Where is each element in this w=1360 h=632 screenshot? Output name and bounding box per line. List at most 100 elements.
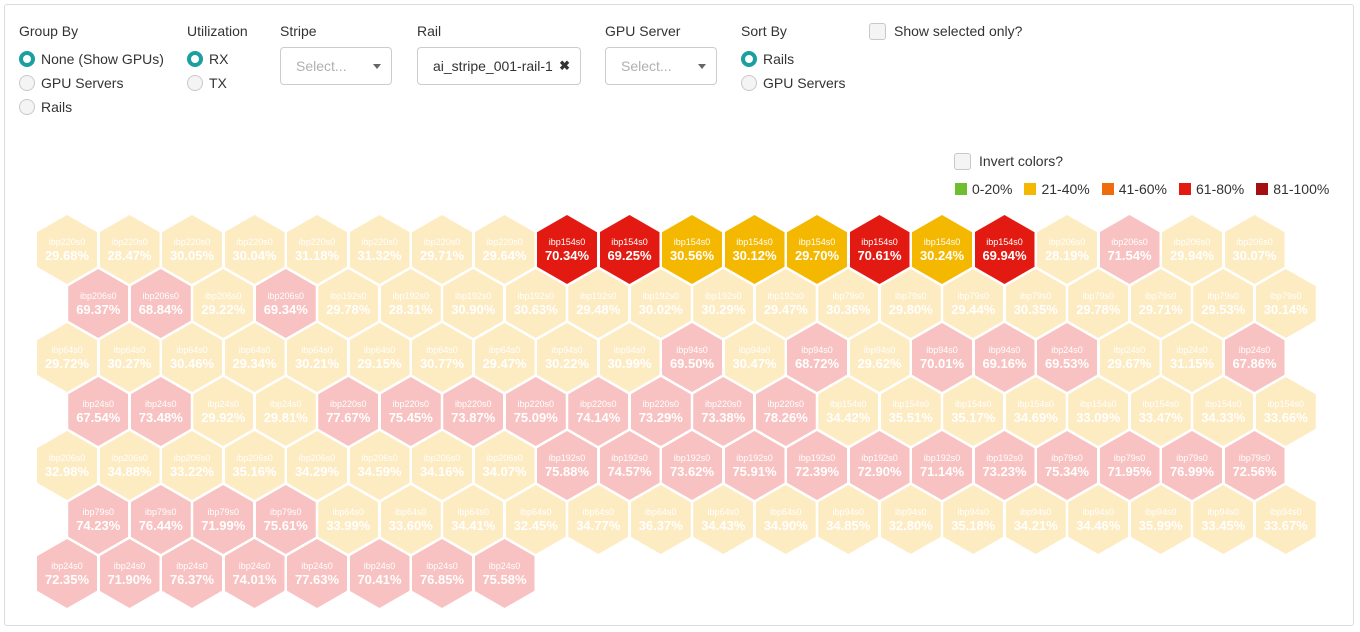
- stripe-select[interactable]: Select...: [280, 47, 392, 85]
- gpu-hex[interactable]: ibp206s0 32.98%: [37, 431, 97, 500]
- gpu-hex[interactable]: ibp94s0 30.99%: [599, 323, 660, 392]
- radio-selected-icon[interactable]: [741, 51, 757, 67]
- gpu-hex[interactable]: ibp79s0 71.99%: [193, 485, 254, 554]
- gpu-hex[interactable]: ibp64s0 30.27%: [99, 323, 160, 392]
- gpu-hex[interactable]: ibp79s0 76.44%: [130, 485, 191, 554]
- sort-by-option-gpu-servers[interactable]: GPU Servers: [741, 71, 845, 95]
- gpu-hex[interactable]: ibp206s0 69.34%: [255, 269, 316, 338]
- gpu-hex[interactable]: ibp206s0 34.88%: [99, 431, 160, 500]
- invert-colors-toggle[interactable]: Invert colors?: [954, 151, 1063, 171]
- gpu-hex[interactable]: ibp64s0 36.37%: [630, 485, 691, 554]
- gpu-hex[interactable]: ibp220s0 29.68%: [37, 215, 97, 284]
- gpu-hex[interactable]: ibp94s0 33.67%: [1255, 485, 1316, 554]
- gpu-hex[interactable]: ibp192s0 71.14%: [912, 431, 972, 500]
- utilization-option-tx[interactable]: TX: [187, 71, 248, 95]
- gpu-hex[interactable]: ibp206s0 34.07%: [474, 431, 535, 500]
- gpu-hex[interactable]: ibp220s0 75.45%: [380, 377, 441, 446]
- gpu-hex[interactable]: ibp94s0 68.72%: [787, 323, 847, 392]
- gpu-hex[interactable]: ibp192s0 75.88%: [537, 431, 597, 500]
- radio-icon[interactable]: [19, 99, 35, 115]
- gpu-hex[interactable]: ibp220s0 73.29%: [630, 377, 691, 446]
- gpu-hex[interactable]: ibp64s0 30.46%: [162, 323, 222, 392]
- gpu-hex[interactable]: ibp24s0 67.86%: [1224, 323, 1285, 392]
- gpu-hex[interactable]: ibp192s0 73.62%: [662, 431, 722, 500]
- gpu-hex[interactable]: ibp154s0 34.42%: [818, 377, 879, 446]
- gpu-hex[interactable]: ibp154s0 33.09%: [1068, 377, 1129, 446]
- gpu-hex[interactable]: ibp206s0 29.22%: [193, 269, 254, 338]
- gpu-hex[interactable]: ibp64s0 29.72%: [37, 323, 97, 392]
- sort-by-option-rails[interactable]: Rails: [741, 47, 845, 71]
- gpu-hex[interactable]: ibp64s0 29.15%: [349, 323, 410, 392]
- gpu-hex[interactable]: ibp64s0 29.34%: [224, 323, 285, 392]
- gpu-hex[interactable]: ibp206s0 71.54%: [1099, 215, 1160, 284]
- gpu-hex[interactable]: ibp154s0 69.94%: [974, 215, 1035, 284]
- gpu-hex[interactable]: ibp94s0 70.01%: [912, 323, 972, 392]
- gpu-hex[interactable]: ibp24s0 76.85%: [412, 539, 472, 608]
- radio-selected-icon[interactable]: [187, 51, 203, 67]
- gpu-hex[interactable]: ibp24s0 29.92%: [193, 377, 254, 446]
- gpu-hex[interactable]: ibp154s0 34.69%: [1005, 377, 1066, 446]
- gpu-hex[interactable]: ibp220s0 75.09%: [505, 377, 566, 446]
- gpu-hex[interactable]: ibp94s0 69.50%: [662, 323, 722, 392]
- gpu-hex[interactable]: ibp24s0 29.67%: [1099, 323, 1160, 392]
- radio-selected-icon[interactable]: [19, 51, 35, 67]
- group-by-option-gpu-servers[interactable]: GPU Servers: [19, 71, 164, 95]
- gpu-hex[interactable]: ibp64s0 34.41%: [443, 485, 504, 554]
- gpu-hex[interactable]: ibp79s0 72.56%: [1224, 431, 1285, 500]
- gpu-hex[interactable]: ibp64s0 30.77%: [412, 323, 472, 392]
- gpu-hex[interactable]: ibp79s0 76.99%: [1162, 431, 1222, 500]
- gpu-hex[interactable]: ibp154s0 30.12%: [724, 215, 785, 284]
- gpu-hex[interactable]: ibp24s0 29.81%: [255, 377, 316, 446]
- gpu-hex[interactable]: ibp206s0 34.59%: [349, 431, 410, 500]
- gpu-hex[interactable]: ibp206s0 69.37%: [68, 269, 129, 338]
- gpu-hex[interactable]: ibp154s0 70.34%: [537, 215, 597, 284]
- gpu-hex[interactable]: ibp154s0 33.47%: [1130, 377, 1191, 446]
- gpu-hex[interactable]: ibp154s0 30.24%: [912, 215, 972, 284]
- gpu-hex[interactable]: ibp220s0 29.71%: [412, 215, 472, 284]
- gpu-hex[interactable]: ibp79s0 75.61%: [255, 485, 316, 554]
- gpu-hex[interactable]: ibp94s0 29.62%: [849, 323, 910, 392]
- group-by-option-rails[interactable]: Rails: [19, 95, 164, 119]
- gpu-hex[interactable]: ibp79s0 29.53%: [1193, 269, 1254, 338]
- gpu-hex[interactable]: ibp79s0 30.35%: [1005, 269, 1066, 338]
- gpu-hex[interactable]: ibp154s0 34.33%: [1193, 377, 1254, 446]
- gpu-hex[interactable]: ibp154s0 70.61%: [849, 215, 910, 284]
- gpu-hex[interactable]: ibp206s0 30.07%: [1224, 215, 1285, 284]
- gpu-hex[interactable]: ibp79s0 75.34%: [1037, 431, 1097, 500]
- close-icon[interactable]: ✖: [559, 58, 570, 73]
- gpu-hex[interactable]: ibp94s0 30.47%: [724, 323, 785, 392]
- gpu-hex[interactable]: ibp94s0 34.85%: [818, 485, 879, 554]
- gpu-hex[interactable]: ibp220s0 74.14%: [568, 377, 629, 446]
- gpu-hex[interactable]: ibp154s0 35.51%: [880, 377, 941, 446]
- gpu-hex[interactable]: ibp24s0 71.90%: [99, 539, 160, 608]
- gpu-hex[interactable]: ibp192s0 30.02%: [630, 269, 691, 338]
- gpu-hex[interactable]: ibp94s0 35.99%: [1130, 485, 1191, 554]
- gpu-hex[interactable]: ibp94s0 35.18%: [943, 485, 1004, 554]
- gpu-hex[interactable]: ibp192s0 29.47%: [755, 269, 816, 338]
- gpu-hex[interactable]: ibp192s0 30.90%: [443, 269, 504, 338]
- gpu-hex[interactable]: ibp24s0 77.63%: [287, 539, 347, 608]
- gpu-hex[interactable]: ibp24s0 67.54%: [68, 377, 129, 446]
- rail-select[interactable]: ai_stripe_001-rail-1 ✖: [417, 47, 581, 85]
- gpu-hex[interactable]: ibp24s0 70.41%: [349, 539, 410, 608]
- gpu-hex[interactable]: ibp94s0 34.46%: [1068, 485, 1129, 554]
- gpu-hex[interactable]: ibp220s0 30.05%: [162, 215, 222, 284]
- gpu-hex[interactable]: ibp24s0 72.35%: [37, 539, 97, 608]
- gpu-hex[interactable]: ibp64s0 29.47%: [474, 323, 535, 392]
- gpu-hex[interactable]: ibp94s0 34.21%: [1005, 485, 1066, 554]
- gpu-hex[interactable]: ibp94s0 32.80%: [880, 485, 941, 554]
- gpu-hex[interactable]: ibp24s0 73.48%: [130, 377, 191, 446]
- gpu-hex[interactable]: ibp192s0 74.57%: [599, 431, 660, 500]
- gpu-hex[interactable]: ibp220s0 29.64%: [474, 215, 535, 284]
- gpu-hex[interactable]: ibp220s0 31.32%: [349, 215, 410, 284]
- checkbox-icon[interactable]: [869, 22, 886, 40]
- chevron-down-icon[interactable]: [698, 63, 706, 69]
- gpu-hex[interactable]: ibp220s0 31.18%: [287, 215, 347, 284]
- gpu-hex[interactable]: ibp206s0 34.29%: [287, 431, 347, 500]
- gpu-hex[interactable]: ibp206s0 33.22%: [162, 431, 222, 500]
- gpu-hex[interactable]: ibp79s0 29.44%: [943, 269, 1004, 338]
- chevron-down-icon[interactable]: [373, 63, 381, 69]
- gpu-hex[interactable]: ibp192s0 28.31%: [380, 269, 441, 338]
- gpu-hex[interactable]: ibp220s0 78.26%: [755, 377, 816, 446]
- gpu-hex[interactable]: ibp24s0 74.01%: [224, 539, 285, 608]
